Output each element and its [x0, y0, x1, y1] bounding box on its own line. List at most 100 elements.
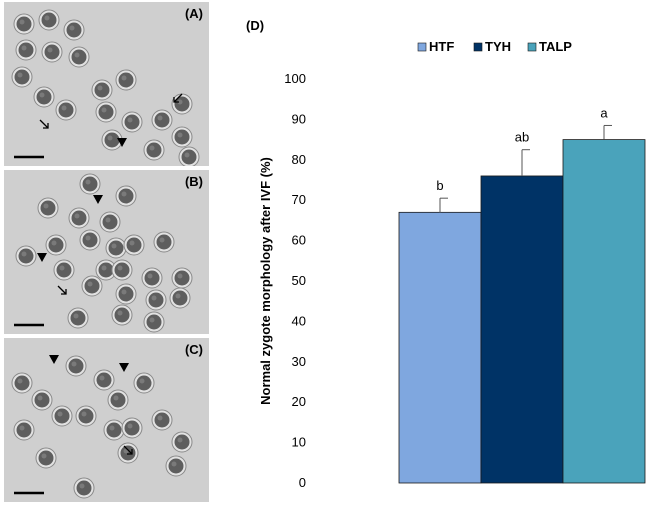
zygote-icon: [111, 259, 133, 281]
significance-label: a: [600, 105, 608, 120]
zygote-icon: [68, 207, 90, 229]
zygote-icon: [151, 109, 173, 131]
y-axis-title: Normal zygote morphology after IVF (%): [258, 157, 273, 405]
micrograph-c-image: [11, 355, 193, 499]
zygote-icon: [141, 267, 163, 289]
zygote-icon: [171, 267, 193, 289]
zygote-icon: [63, 19, 85, 41]
bar-talp: [562, 139, 646, 484]
micrograph-a-image: [11, 9, 200, 166]
error-bar-talp: [603, 124, 612, 140]
arrowhead-icon: [37, 253, 47, 262]
zygote-icon: [51, 405, 73, 427]
zygote-icon: [117, 442, 139, 464]
zygote-icon: [115, 69, 137, 91]
zygote-icon: [79, 229, 101, 251]
significance-label: b: [436, 178, 443, 193]
panel-label-c: (C): [184, 342, 203, 357]
zygote-icon: [143, 311, 165, 333]
zygote-icon: [107, 389, 129, 411]
zygote-icon: [79, 173, 101, 195]
zygote-icon: [99, 211, 121, 233]
zygote-icon: [121, 111, 143, 133]
zygote-icon: [65, 355, 87, 377]
zygote-icon: [143, 139, 165, 161]
y-tick-label: 80: [292, 152, 306, 167]
legend-label: TALP: [539, 39, 572, 54]
legend-swatch: [527, 42, 537, 52]
y-tick-label: 60: [292, 233, 306, 248]
y-tick-label: 40: [292, 313, 306, 328]
y-tick-label: 20: [292, 394, 306, 409]
legend: HTF TYH TALP: [417, 39, 572, 54]
arrowhead-icon: [119, 363, 129, 372]
y-tick-label: 100: [284, 71, 306, 86]
micrograph-panel-b: (B): [4, 170, 209, 334]
zygote-icon: [171, 431, 193, 453]
zygote-icon: [91, 79, 113, 101]
zygote-icon: [11, 66, 33, 88]
y-tick-label: 10: [292, 435, 306, 450]
panel-label-b: (B): [184, 174, 203, 189]
zygote-icon: [15, 39, 37, 61]
arrowhead-icon: [93, 195, 103, 204]
zygote-icon: [151, 409, 173, 431]
zygote-icon: [31, 389, 53, 411]
micrograph-b-image: [14, 173, 193, 333]
legend-item-tyh: TYH: [473, 39, 511, 54]
zygote-icon: [68, 46, 90, 68]
zygote-icon: [171, 93, 193, 115]
legend-swatch: [417, 42, 427, 52]
arrow-icon: [173, 93, 183, 103]
error-bar-tyh: [521, 149, 530, 176]
zygote-icon: [121, 417, 143, 439]
zygote-icon: [13, 419, 35, 441]
zygote-icon: [11, 372, 33, 394]
zygote-icon: [115, 185, 137, 207]
zygote-icon: [133, 372, 155, 394]
legend-swatch: [473, 42, 483, 52]
arrow-icon: [57, 285, 67, 295]
bar-tyh: [480, 175, 564, 484]
arrowhead-icon: [49, 355, 59, 364]
zygote-icon: [35, 447, 57, 469]
arrow-icon: [39, 119, 49, 129]
zygote-icon: [165, 455, 187, 477]
zygote-icon: [13, 13, 35, 35]
bar-chart: (D) HTF TYH TALP 0 10 20 30 40 50 60 70 80 90 100 No…: [246, 18, 646, 490]
y-tick-label: 90: [292, 111, 306, 126]
y-tick-label: 50: [292, 273, 306, 288]
zygote-icon: [153, 231, 175, 253]
zygote-icon: [53, 259, 75, 281]
micrograph-panel-c: (C): [4, 338, 209, 502]
y-tick-label: 30: [292, 354, 306, 369]
y-tick-label: 0: [299, 475, 306, 490]
zygote-icon: [171, 126, 193, 148]
legend-label: HTF: [429, 39, 454, 54]
zygote-icon: [123, 234, 145, 256]
zygote-icon: [73, 477, 95, 499]
significance-label: ab: [515, 130, 529, 145]
y-axis: 0 10 20 30 40 50 60 70 80 90 100: [284, 71, 306, 490]
bar-htf: [398, 211, 482, 484]
chart-panel-label: (D): [246, 18, 264, 33]
legend-item-talp: TALP: [527, 39, 572, 54]
zygote-icon: [101, 129, 123, 151]
zygote-icon: [45, 234, 67, 256]
legend-label: TYH: [485, 39, 511, 54]
zygote-icon: [169, 287, 191, 309]
zygote-icon: [95, 259, 117, 281]
zygote-icon: [55, 99, 77, 121]
zygote-icon: [93, 369, 115, 391]
bars: b ab a: [398, 105, 646, 484]
legend-item-htf: HTF: [417, 39, 454, 54]
zygote-icon: [105, 237, 127, 259]
zygote-icon: [75, 405, 97, 427]
zygote-icon: [81, 275, 103, 297]
zygote-icon: [41, 41, 63, 63]
arrow-icon: [123, 445, 133, 455]
arrowhead-icon: [117, 138, 127, 147]
panel-label-a: (A): [184, 6, 203, 21]
y-tick-label: 70: [292, 192, 306, 207]
zygote-icon: [37, 197, 59, 219]
